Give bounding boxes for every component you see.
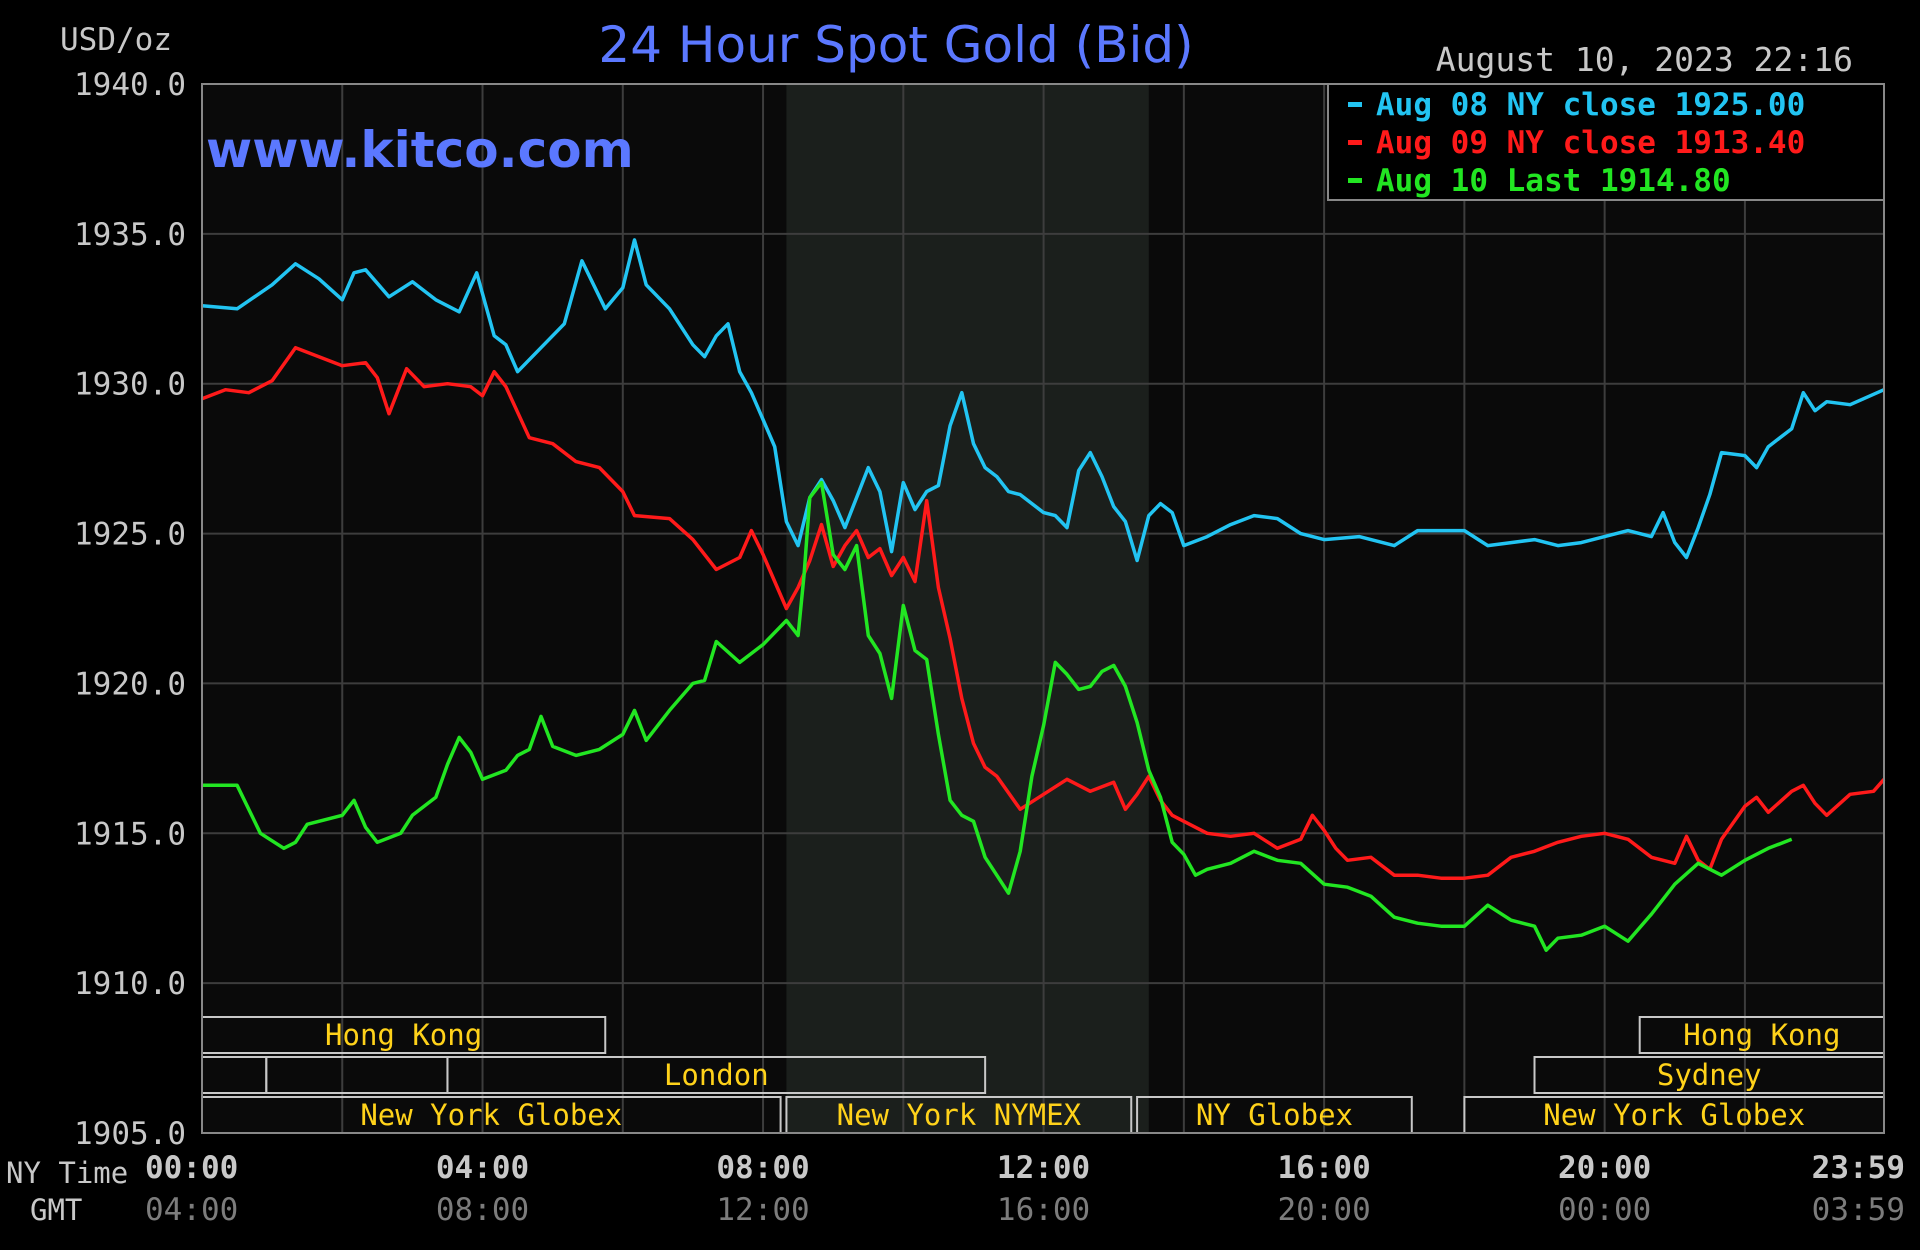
legend-entry: Aug 09 NY close 1913.40 [1376,125,1805,161]
session-label: Hong Kong [1683,1018,1840,1052]
session-label: New York Globex [360,1098,622,1132]
x-tick-label-ny: 23:59 [1812,1150,1905,1186]
legend-entry: Aug 10 Last 1914.80 [1376,163,1731,199]
y-tick-label: 1905.0 [74,1116,186,1152]
y-unit-label: USD/oz [60,22,172,58]
x-tick-label-ny: 08:00 [716,1150,809,1186]
session-bar [446,1056,987,1094]
series-line [201,238,1885,563]
legend-swatch [1348,140,1362,145]
y-tick-label: 1910.0 [74,966,186,1002]
x-tick-label-ny: 12:00 [997,1150,1090,1186]
legend-swatch [1348,102,1362,107]
chart-title: 24 Hour Spot Gold (Bid) [598,16,1193,74]
session-label: Hong Kong [325,1018,482,1052]
gmt-row-label: GMT [30,1193,82,1227]
legend-swatch [1348,178,1362,183]
session-label: New York NYMEX [837,1098,1082,1132]
x-tick-label-gmt: 00:00 [1558,1192,1651,1228]
session-label: Sydney [1657,1058,1762,1092]
x-tick-label-ny: 16:00 [1277,1150,1370,1186]
x-tick-label-gmt: 03:59 [1812,1192,1905,1228]
x-tick-label-gmt: 08:00 [436,1192,529,1228]
session-label: New York Globex [1543,1098,1805,1132]
session-label: NY Globex [1196,1098,1353,1132]
series-line [202,480,1793,952]
nymex-hours-shading [786,84,1149,1133]
legend-box [1327,83,1885,201]
y-axis: 1940.0 1935.0 1930.0 1925.0 1920.0 1915.0 1910… [74,67,186,1152]
x-tick-label-gmt: 04:00 [145,1192,238,1228]
y-tick-label: 1930.0 [74,367,186,403]
plot-frame [201,83,1885,1134]
x-tick-label-ny: 04:00 [436,1150,529,1186]
y-tick-label: 1920.0 [74,666,186,702]
series-lines [201,238,1886,952]
x-tick-label-gmt: 12:00 [716,1192,809,1228]
y-tick-label: 1940.0 [74,67,186,103]
ny-time-row-label: NY Time [6,1156,128,1190]
y-tick-label: 1935.0 [74,217,186,253]
x-axis: NY Time GMT 00:00 04:00 04:00 08:00 08:00 12:… [6,1150,1905,1228]
legend-entry: Aug 08 NY close 1925.00 [1376,87,1805,123]
x-tick-label-gmt: 20:00 [1277,1192,1370,1228]
series-line [201,345,1886,880]
trading-sessions: Hong Kong Hong Kong London Sydney New York G… [201,1016,1886,1134]
y-tick-label: 1915.0 [74,816,186,852]
x-tick-label-ny: 00:00 [145,1150,238,1186]
session-label: London [664,1058,769,1092]
x-tick-label-ny: 20:00 [1558,1150,1651,1186]
x-tick-label-gmt: 16:00 [997,1192,1090,1228]
y-tick-label: 1925.0 [74,517,186,553]
watermark: www.kitco.com [206,121,634,179]
timestamp: August 10, 2023 22:16 [1436,40,1853,79]
